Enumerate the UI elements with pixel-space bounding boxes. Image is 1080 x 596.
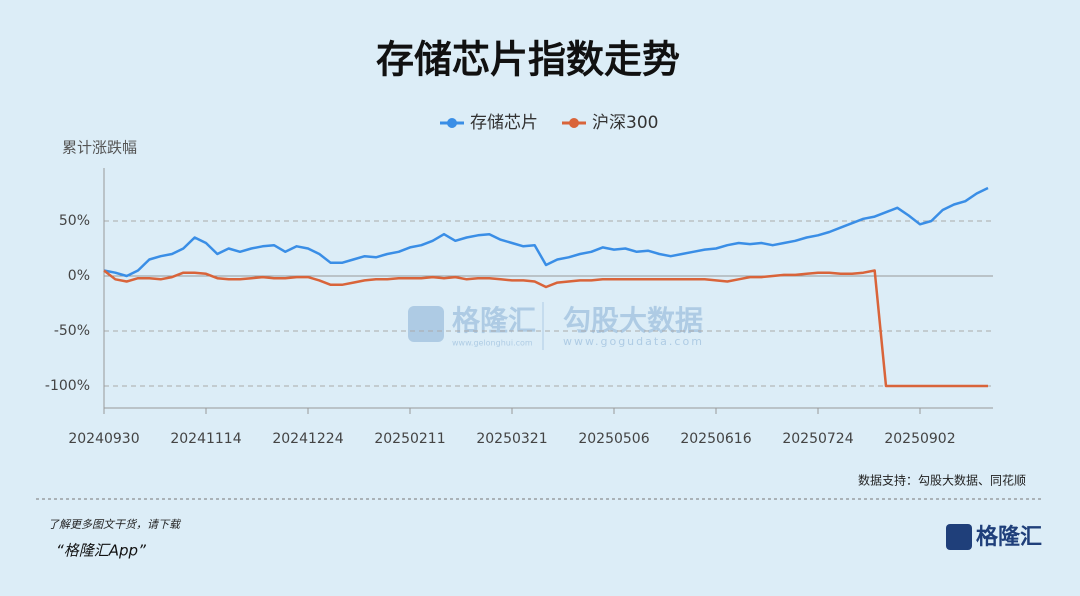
watermark-data: 勾股大数据: [563, 304, 703, 337]
series-line: [103, 186, 989, 278]
legend-dot: [447, 118, 457, 128]
x-tick-label: 20241114: [170, 431, 241, 447]
x-tick-label: 20250211: [374, 431, 445, 447]
legend-dot: [569, 118, 579, 128]
x-tick-label: 20250506: [578, 431, 649, 447]
logo-icon: [946, 524, 972, 550]
y-tick-label: -50%: [54, 323, 90, 339]
x-tick-label: 20241224: [272, 431, 343, 447]
watermark-brand: 格隆汇: [452, 304, 536, 337]
x-tick-label: 20240930: [68, 431, 139, 447]
y-tick-label: 0%: [68, 268, 90, 284]
y-tick-label: 50%: [59, 213, 90, 229]
series-line: [103, 269, 988, 388]
legend-label: 存储芯片: [470, 113, 538, 133]
footer-app: “格隆汇App”: [56, 542, 146, 560]
y-tick-label: -100%: [45, 378, 90, 394]
y-axis-label: 累计涨跌幅: [62, 139, 137, 157]
source: 数据支持：勾股大数据、同花顺: [858, 473, 1026, 488]
chart-title: 存储芯片指数走势: [376, 38, 680, 82]
x-tick-label: 20250724: [782, 431, 853, 447]
x-tick-label: 20250321: [476, 431, 547, 447]
x-tick-label: 20250902: [884, 431, 955, 447]
logo: 格隆汇: [976, 524, 1042, 550]
watermark-data-url: www.gogudata.com: [563, 335, 704, 348]
x-tick-label: 20250616: [680, 431, 751, 447]
legend-label: 沪深300: [592, 113, 658, 133]
watermark-url: www.gelonghui.com: [452, 339, 533, 348]
watermark-icon: [408, 306, 444, 342]
footer-text: 了解更多图文干货，请下载: [48, 518, 182, 531]
